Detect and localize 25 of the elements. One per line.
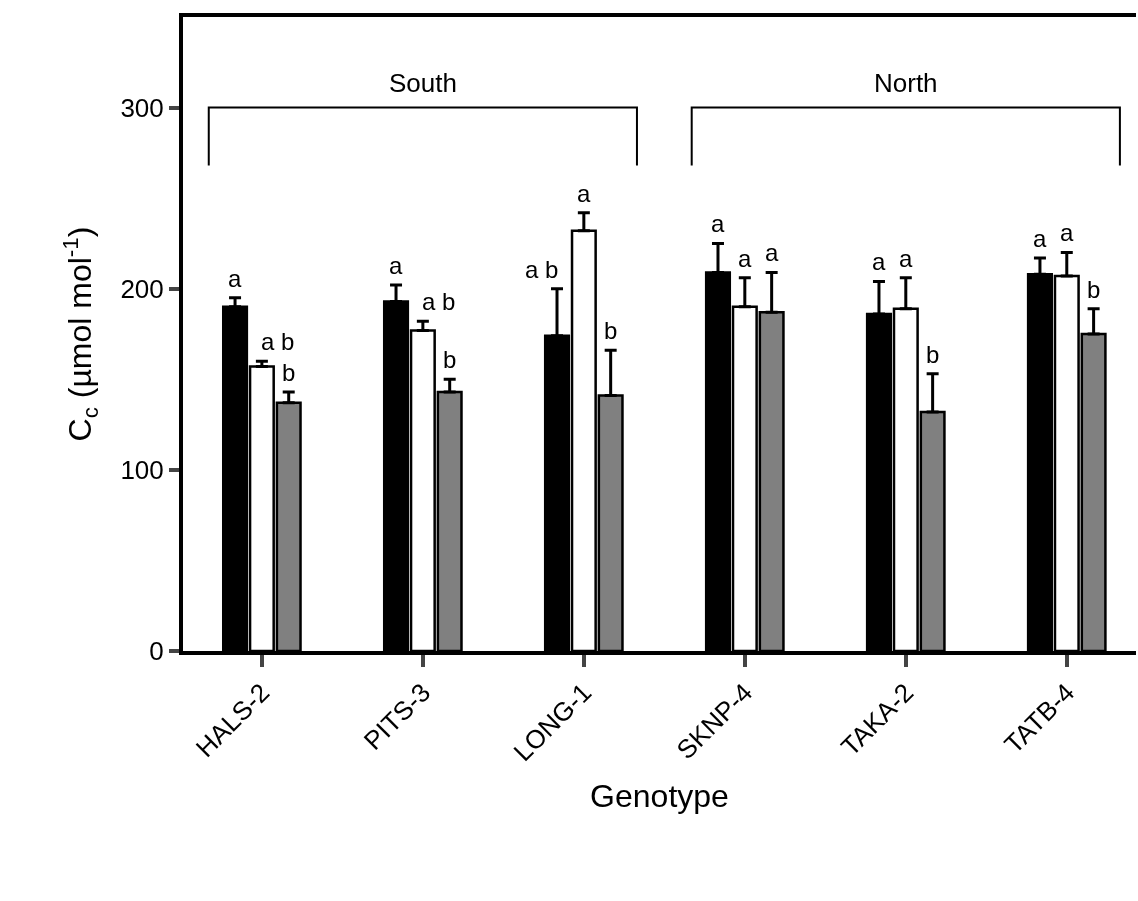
data-label: b — [282, 359, 296, 386]
annotation: North — [874, 68, 938, 98]
y-tick-label: 300 — [120, 92, 164, 123]
x-axis-title: Genotype — [590, 778, 729, 815]
y-tick-label: 100 — [120, 454, 164, 485]
data-label: a — [228, 265, 242, 292]
data-label: a — [1060, 219, 1074, 246]
data-label: a — [389, 252, 403, 279]
annotation: South — [389, 68, 457, 98]
data-label: a — [738, 245, 752, 272]
data-label: a — [872, 248, 886, 275]
data-label: a — [577, 180, 591, 207]
data-label: a b — [261, 328, 295, 355]
y-tick-label: 200 — [120, 273, 164, 304]
data-label: a b — [422, 288, 456, 315]
data-label: a — [899, 245, 913, 272]
data-label: b — [926, 341, 940, 368]
data-label: a b — [525, 256, 559, 283]
y-tick-label: 0 — [149, 636, 164, 667]
data-label: b — [443, 346, 457, 373]
data-label: a — [765, 239, 779, 266]
data-label: b — [604, 317, 618, 344]
data-label: a — [711, 210, 725, 237]
data-label: a — [1033, 225, 1047, 252]
data-label: b — [1087, 276, 1101, 303]
